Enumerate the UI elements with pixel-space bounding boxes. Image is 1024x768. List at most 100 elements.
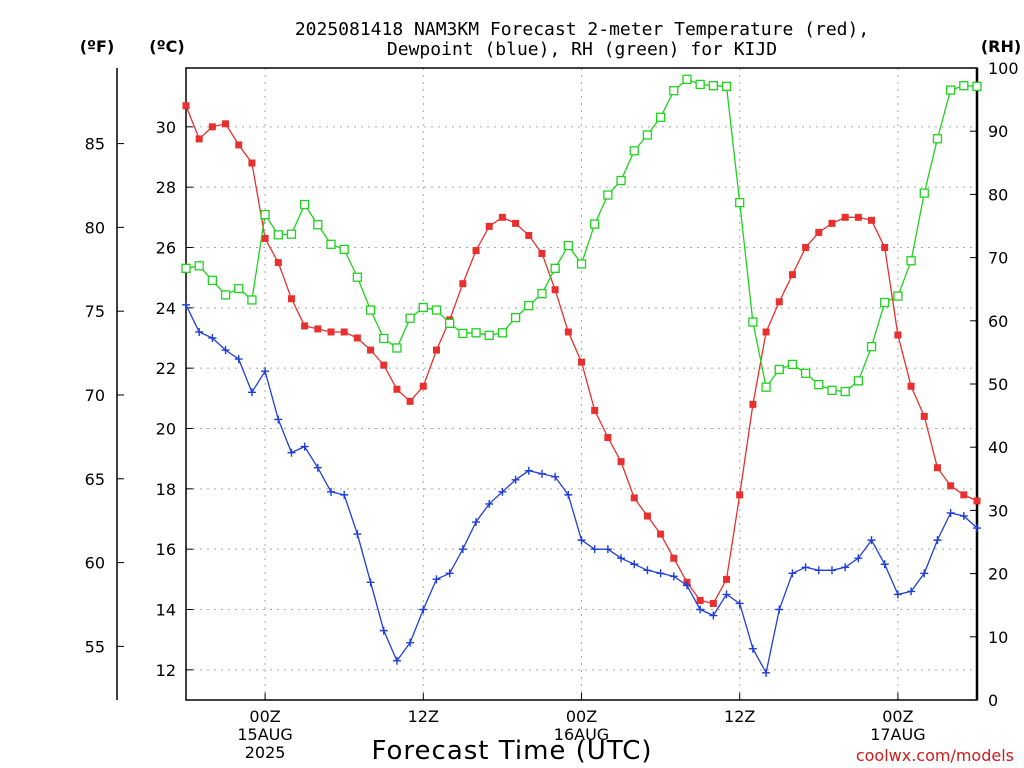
rh-tick-label: 20 — [988, 565, 1008, 584]
temperature-point — [419, 382, 427, 390]
rh-point — [800, 368, 811, 378]
dewpoint-point — [485, 499, 494, 508]
dewpoint-point — [537, 469, 546, 478]
dewpoint-point — [419, 605, 428, 614]
temperature-point — [841, 213, 849, 221]
dewpoint-point — [920, 569, 929, 578]
dewpoint-point — [208, 333, 217, 342]
temperature-point — [749, 400, 757, 408]
time-tick-label: 12Z — [724, 707, 755, 726]
temperature-point — [947, 482, 955, 490]
temperature-point — [960, 491, 968, 499]
celsius-unit-label: (ºC) — [149, 37, 184, 56]
dewpoint-point — [340, 490, 349, 499]
chart-title-line2: Dewpoint (blue), RH (green) for KIJD — [387, 39, 777, 60]
rh-point — [181, 263, 191, 273]
temperature-point — [933, 464, 941, 472]
rh-point — [299, 199, 310, 210]
rh-point — [945, 85, 956, 95]
rh-point — [220, 290, 231, 300]
rh-point — [326, 239, 336, 249]
celsius-tick-label: 24 — [156, 299, 176, 318]
fahrenheit-tick-label: 85 — [85, 135, 105, 154]
rh-point — [445, 318, 455, 328]
rh-tick-label: 70 — [988, 249, 1008, 268]
dewpoint-point — [959, 511, 968, 520]
fahrenheit-tick-label: 80 — [85, 218, 105, 237]
temperature-point — [485, 222, 493, 230]
temperature-point — [828, 219, 836, 227]
rh-line — [185, 78, 978, 393]
celsius-tick-label: 26 — [156, 238, 176, 257]
time-tick-label: 2025 — [245, 743, 286, 762]
rh-point — [339, 244, 349, 255]
rh-point — [866, 342, 877, 352]
rh-tick-label: 80 — [988, 185, 1008, 204]
dewpoint-point — [946, 508, 955, 517]
temperature-point — [208, 123, 216, 131]
source-credit[interactable]: coolwx.com/models — [856, 746, 1014, 765]
dewpoint-point — [221, 346, 230, 355]
temperature-point — [591, 406, 599, 414]
dewpoint-point — [814, 566, 823, 575]
temperature-point — [459, 280, 467, 288]
dewpoint-series — [182, 300, 981, 677]
rh-point — [880, 297, 890, 308]
temperature-point — [182, 102, 190, 110]
temperature-point — [617, 458, 625, 466]
rh-tick-label: 10 — [988, 628, 1008, 647]
rh-point — [392, 343, 402, 353]
dewpoint-point — [907, 587, 916, 596]
rh-point — [603, 190, 613, 200]
rh-point — [774, 364, 784, 375]
temperature-point — [472, 247, 480, 255]
dewpoint-point — [577, 536, 586, 545]
dewpoint-point — [524, 466, 533, 475]
dewpoint-point — [406, 638, 415, 647]
x-axis-title: Forecast Time (UTC) — [371, 736, 652, 766]
rh-point — [616, 175, 626, 186]
rh-point — [787, 359, 798, 370]
dewpoint-point — [973, 524, 981, 533]
rh-point — [682, 74, 692, 85]
grid-lines — [186, 68, 977, 700]
fahrenheit-tick-label: 70 — [85, 386, 105, 405]
rh-point — [313, 220, 323, 230]
dewpoint-point — [590, 545, 599, 554]
temperature-point — [538, 250, 546, 258]
rh-tick-label: 50 — [988, 375, 1008, 394]
temperature-point — [788, 271, 796, 279]
rh-point — [590, 219, 600, 229]
time-tick-label: 00Z — [882, 707, 913, 726]
rh-point — [695, 79, 705, 90]
temperature-point — [802, 243, 810, 251]
temperature-point — [498, 213, 506, 221]
temperature-point — [314, 325, 322, 333]
rh-point — [194, 261, 204, 271]
rh-point — [959, 81, 969, 91]
rh-point — [484, 330, 494, 340]
temperature-point — [736, 491, 744, 499]
rh-point — [537, 288, 547, 299]
time-tick-label: 17AUG — [870, 725, 925, 744]
fahrenheit-tick-label: 65 — [85, 470, 105, 489]
fahrenheit-tick-label: 55 — [85, 637, 105, 656]
dewpoint-point — [392, 656, 401, 665]
rh-point — [260, 209, 270, 220]
rh-point — [247, 295, 257, 305]
rh-point — [458, 328, 468, 339]
rh-tick-label: 40 — [988, 438, 1008, 457]
dewpoint-point — [788, 569, 797, 578]
fahrenheit-tick-label: 75 — [85, 302, 105, 321]
dewpoint-point — [287, 448, 296, 457]
dewpoint-point — [775, 605, 784, 614]
celsius-tick-label: 16 — [156, 540, 176, 559]
dewpoint-point — [511, 475, 520, 484]
rh-point — [379, 333, 389, 344]
temperature-point — [881, 243, 889, 251]
rh-point — [748, 317, 758, 327]
temperature-point — [670, 554, 678, 562]
temperature-point — [868, 216, 876, 224]
temperature-point — [643, 512, 651, 520]
